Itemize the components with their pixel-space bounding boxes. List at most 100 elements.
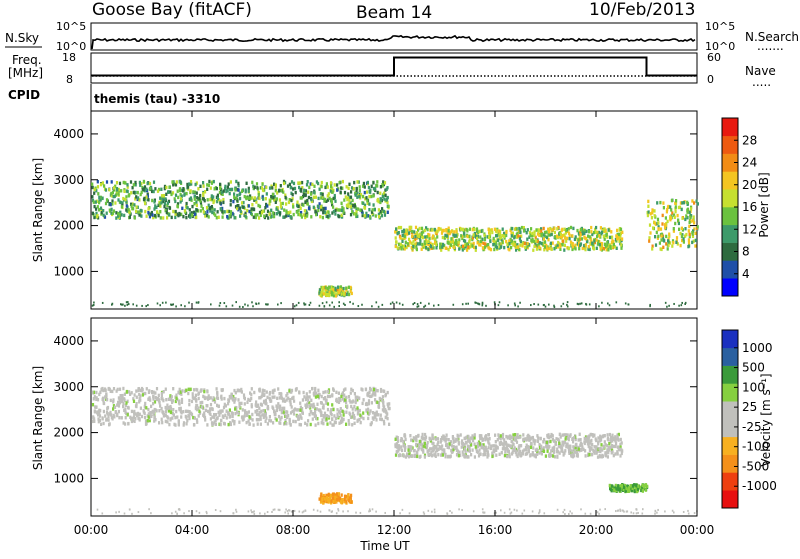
power-echo-cell: [436, 229, 439, 234]
velocity-echo-cell: [101, 387, 104, 392]
velocity-echo-cell: [215, 387, 218, 391]
power-echo-cell: [98, 195, 101, 200]
velocity-echo-cell: [121, 393, 124, 398]
power-echo-cell: [384, 188, 387, 192]
power-echo-cell: [651, 244, 654, 248]
power-echo-cell: [329, 189, 332, 193]
velocity-echo-cell: [525, 451, 528, 455]
power-echo-cell: [492, 236, 495, 241]
velocity-echo-cell: [337, 391, 340, 395]
power-echo-cell: [264, 197, 267, 201]
power-echo-cell: [444, 246, 447, 250]
power-echo-cell: [397, 242, 401, 246]
power-echo-cell: [92, 200, 95, 204]
velocity-echo-cell: [92, 416, 95, 420]
power-echo-cell: [505, 239, 508, 244]
velocity-echo-cell: [123, 408, 126, 413]
velocity-echo-cell: [134, 412, 137, 416]
velocity-echo-cell: [611, 439, 614, 443]
x-tick-label: 12:00: [377, 523, 412, 537]
power-echo-cell: [572, 226, 575, 231]
power-echo-cell: [140, 190, 143, 195]
velocity-echo-cell: [336, 414, 339, 419]
power-echo-cell: [133, 216, 136, 220]
power-echo-cell: [284, 193, 287, 197]
velocity-echo-cell: [280, 415, 283, 420]
power-echo-cell: [408, 240, 412, 244]
velocity-echo-cell: [343, 393, 346, 397]
velocity-echo-cell: [193, 416, 196, 420]
velocity-echo-cell: [379, 417, 382, 421]
velocity-echo-cell: [187, 391, 190, 396]
power-echo-cell: [508, 239, 511, 243]
velocity-echo-cell: [507, 443, 510, 447]
velocity-echo-cell: [265, 416, 268, 420]
power-echo-cell: [138, 213, 141, 217]
velocity-echo-cell: [247, 397, 250, 402]
power-echo-cell: [334, 212, 337, 216]
ground-scatter-cell: [481, 304, 484, 307]
velocity-echo-cell: [351, 423, 354, 427]
colorbar-tick-label: -1000: [742, 479, 777, 493]
velocity-echo-cell: [423, 455, 426, 459]
power-echo-cell: [564, 236, 567, 241]
ground-scatter-cell: [571, 512, 573, 515]
ground-scatter-cell: [451, 511, 453, 514]
velocity-echo-cell: [203, 414, 206, 418]
x-tick-label: 16:00: [478, 523, 513, 537]
power-echo-cell: [211, 206, 214, 211]
power-echo-cell: [472, 241, 475, 246]
velocity-echo-cell: [442, 434, 445, 438]
velocity-echo-cell: [412, 436, 415, 440]
power-echo-cell: [300, 210, 303, 215]
power-echo-cell: [694, 231, 697, 235]
power-echo-cell: [512, 242, 515, 246]
velocity-echo-cell: [394, 443, 397, 447]
power-echo-cell: [619, 231, 622, 236]
velocity-echo-cell: [564, 433, 567, 437]
power-echo-cell: [571, 242, 574, 246]
ground-scatter-cell: [615, 510, 617, 513]
velocity-echo-cell: [306, 423, 309, 427]
power-echo-cell: [330, 200, 333, 205]
velocity-echo-cell: [227, 402, 230, 406]
velocity-echo-cell: [567, 445, 570, 449]
power-echo-cell: [476, 234, 480, 239]
power-echo-cell: [518, 226, 521, 231]
velocity-echo-cell: [182, 421, 186, 425]
power-echo-cell: [513, 236, 516, 240]
power-echo-cell: [653, 209, 656, 213]
velocity-echo-cell: [273, 412, 276, 417]
power-echo-cell: [326, 286, 329, 291]
power-echo-cell: [258, 216, 261, 220]
velocity-echo-cell: [583, 436, 586, 441]
velocity-echo-cell: [248, 422, 251, 426]
power-echo-cell: [557, 240, 560, 245]
velocity-echo-cell: [553, 439, 556, 443]
power-echo-cell: [688, 234, 691, 239]
velocity-echo-cell: [633, 483, 636, 487]
ground-scatter-cell: [654, 509, 657, 512]
power-echo-cell: [207, 183, 210, 187]
velocity-echo-cell: [322, 397, 325, 401]
power-echo-cell: [257, 193, 260, 197]
power-echo-cell: [93, 204, 96, 209]
power-echo-cell: [326, 194, 329, 198]
ground-scatter-cell: [195, 301, 198, 304]
power-echo-cell: [98, 200, 101, 205]
power-echo-cell: [383, 213, 387, 217]
velocity-echo-cell: [247, 419, 250, 423]
power-echo-cell: [498, 232, 502, 236]
power-echo-cell: [491, 230, 494, 235]
velocity-echo-cell: [429, 447, 432, 451]
velocity-echo-cell: [262, 413, 265, 417]
velocity-echo-cell: [599, 437, 602, 441]
velocity-echo-cell: [139, 406, 142, 410]
ground-scatter-cell: [297, 301, 300, 304]
power-echo-cell: [279, 205, 282, 209]
power-echo-cell: [140, 214, 143, 218]
velocity-echo-cell: [435, 448, 438, 452]
power-echo-cell: [343, 190, 347, 195]
power-echo-cell: [648, 223, 652, 227]
